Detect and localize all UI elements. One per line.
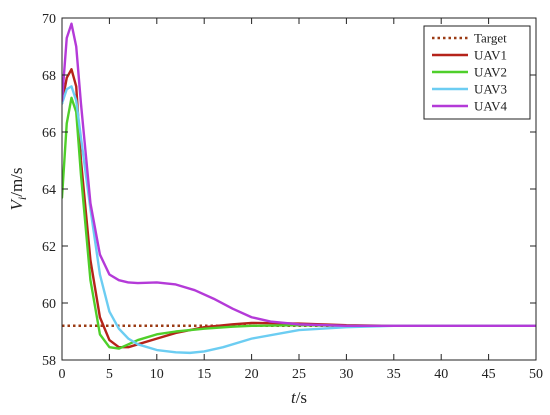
- legend-item-uav2: UAV2: [432, 65, 507, 80]
- legend-label: UAV3: [474, 82, 507, 97]
- y-tick-label: 58: [42, 354, 56, 369]
- y-axis-subscript: i: [15, 197, 29, 200]
- x-tick-label: 10: [150, 367, 164, 382]
- series-line-uav4: [62, 22, 536, 327]
- x-tick-label: 45: [482, 367, 496, 382]
- legend: Target UAV1 UAV2 UAV3 UAV4: [423, 25, 531, 120]
- legend-label: UAV2: [474, 65, 507, 80]
- x-tick-label: 35: [387, 367, 401, 382]
- x-tick-label: 50: [529, 367, 543, 382]
- series-line-uav3: [62, 85, 536, 355]
- y-axis-title: Vi/m/s: [7, 167, 29, 210]
- legend-item-uav3: UAV3: [432, 82, 507, 97]
- series-line-uav2: [62, 96, 536, 350]
- x-tick-label: 5: [106, 367, 113, 382]
- y-axis-unit: /m/s: [7, 167, 26, 196]
- x-axis-title: t/s: [291, 388, 307, 407]
- y-axis-variable: V: [7, 198, 26, 211]
- x-tick-label: 0: [59, 367, 66, 382]
- legend-item-uav4: UAV4: [432, 99, 507, 114]
- y-tick-label: 70: [42, 12, 56, 27]
- x-tick-label: 40: [434, 367, 448, 382]
- legend-label: UAV1: [474, 48, 507, 63]
- y-tick-label: 66: [42, 126, 56, 141]
- y-tick-label: 64: [42, 183, 56, 198]
- legend-label: UAV4: [474, 99, 507, 114]
- legend-items: Target UAV1 UAV2 UAV3 UAV4: [432, 31, 507, 114]
- series-layer: [62, 22, 536, 355]
- x-tick-label: 30: [339, 367, 353, 382]
- legend-item-uav1: UAV1: [432, 48, 507, 63]
- y-tick-label: 68: [42, 69, 56, 84]
- x-axis-unit: /s: [296, 388, 307, 407]
- x-axis-variable: t: [291, 388, 297, 407]
- x-tick-label: 15: [197, 367, 211, 382]
- y-tick-label: 60: [42, 297, 56, 312]
- legend-label: Target: [474, 31, 507, 46]
- x-tick-label: 25: [292, 367, 306, 382]
- legend-item-target: Target: [432, 31, 507, 46]
- y-tick-label: 62: [42, 240, 56, 255]
- x-tick-label: 20: [245, 367, 259, 382]
- ticks-layer: 0 5 10 15 20 25 30 35 40 45 50 58 60 62 64 66 68 70: [42, 12, 543, 382]
